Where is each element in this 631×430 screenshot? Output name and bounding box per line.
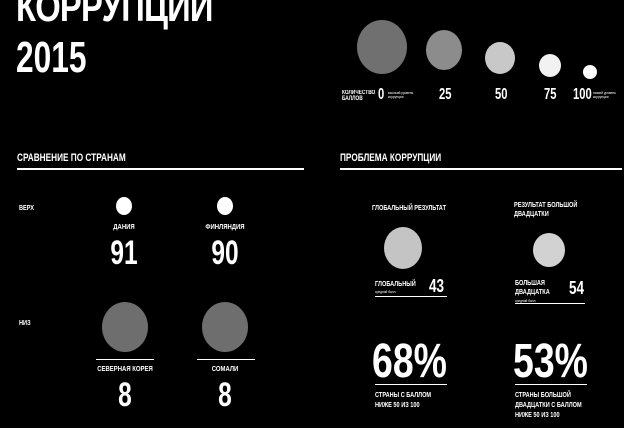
legend-high-note: низкий уровень коррупции [593,90,616,99]
section-rule-problem [340,168,622,170]
legend-circle-25 [426,30,462,70]
legend-tick-0: 0 [378,86,385,103]
g20-circle [533,233,565,267]
g20-label-2: ДВАДЦАТКА [515,289,550,296]
section-title-problem: ПРОБЛЕМА КОРРУПЦИИ [340,152,442,164]
g20-label-1: БОЛЬШАЯ [515,280,545,287]
country-score-finland: 90 [211,234,239,272]
section-rule-comparison [17,168,304,170]
global-caption-2: НИЖЕ 50 ИЗ 100 [375,402,420,409]
legend-tick-100: 100 [573,86,592,103]
row-label-bottom: НИЗ [19,320,31,327]
global-label: ГЛОБАЛЬНЫЙ [375,281,416,288]
legend-circle-100 [583,65,597,79]
global-percent: 68% [372,335,447,388]
g20-header-1: РЕЗУЛЬТАТ БОЛЬШОЙ [514,202,578,209]
legend-tick-25: 25 [439,86,452,103]
country-rule-north-korea [96,359,154,360]
legend-low-note: высокий уровень коррупции [388,90,414,99]
country-circle-north-korea [102,302,148,352]
legend-circle-50 [485,42,515,74]
g20-caption-1: СТРАНЫ БОЛЬШОЙ [515,392,571,399]
country-circle-denmark [116,197,132,215]
title-line-1: КОРРУПЦИИ [16,0,213,30]
country-name-somalia: СОМАЛИ [211,366,239,373]
global-circle [384,227,422,269]
country-name-denmark: ДАНИЯ [113,224,135,231]
global-score: 43 [429,276,445,296]
g20-percent-rule [515,384,587,385]
global-caption-1: СТРАНЫ С БАЛЛОМ [375,392,432,399]
g20-caption-2: ДВАДЦАТКИ С БАЛЛОМ [515,402,582,409]
global-percent-rule [375,384,447,385]
g20-caption-3: НИЖЕ 50 ИЗ 100 [515,412,560,419]
country-circle-somalia [202,302,248,352]
legend-circle-0 [357,20,407,74]
country-score-somalia: 8 [218,376,232,414]
global-sub: средний балл [375,289,396,294]
section-title-comparison: СРАВНЕНИЕ ПО СТРАНАМ [17,152,126,164]
country-score-north-korea: 8 [118,376,132,414]
legend-tick-75: 75 [544,86,557,103]
row-label-top: ВЕРХ [19,205,35,212]
g20-rule [515,303,585,304]
global-rule [375,296,447,297]
legend-tick-50: 50 [495,86,508,103]
g20-sub: средний балл [515,298,536,303]
country-circle-finland [217,197,233,215]
g20-header-2: ДВАДЦАТКИ [514,211,549,218]
title-year: 2015 [16,33,87,82]
legend-circle-75 [539,54,561,77]
country-name-finland: ФИНЛЯНДИЯ [205,224,245,231]
country-score-denmark: 91 [110,234,138,272]
country-name-north-korea: СЕВЕРНАЯ КОРЕЯ [97,366,153,373]
legend-label: КОЛИЧЕСТВО БАЛЛОВ [342,90,376,102]
g20-score: 54 [569,278,585,298]
g20-percent: 53% [513,335,588,388]
country-rule-somalia [197,359,255,360]
global-header: ГЛОБАЛЬНЫЙ РЕЗУЛЬТАТ [372,205,446,212]
